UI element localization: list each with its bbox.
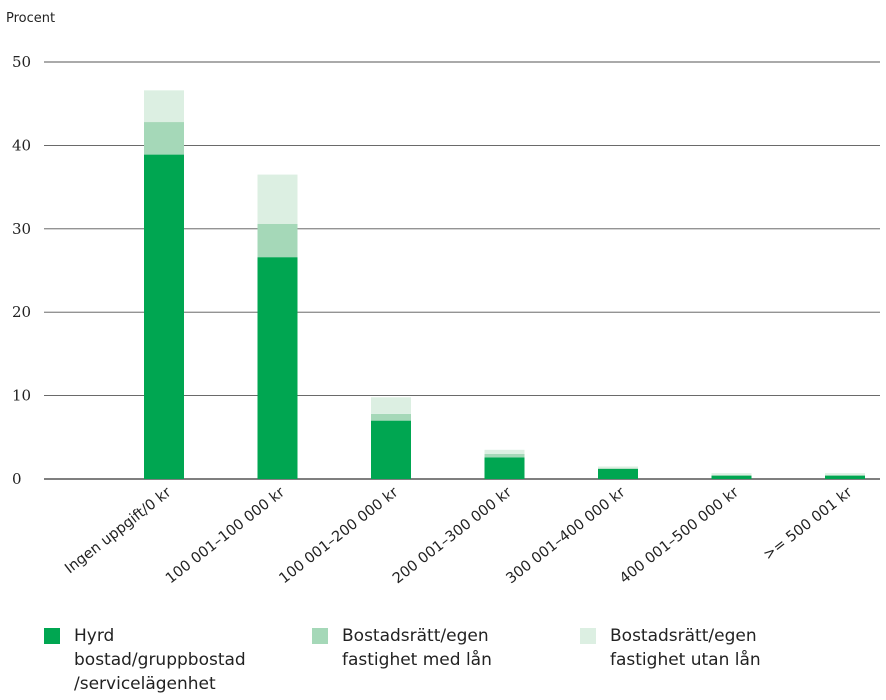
legend-label: Hyrd bostad/gruppbostad /servicelägenhet: [74, 626, 246, 694]
bar-segment: [825, 473, 865, 475]
bar-segment: [257, 223, 298, 258]
bars: [144, 90, 865, 479]
bar-segment: [371, 397, 411, 414]
bar-segment: [711, 475, 752, 479]
y-tick-label: 20: [12, 303, 31, 321]
legend: Hyrd bostad/gruppbostad /servicelägenhet…: [44, 624, 884, 696]
x-tick-label: 100 001–100 000 kr: [163, 485, 288, 588]
legend-label: Bostadsrätt/egen fastighet med lån: [342, 626, 492, 670]
bar-segment: [144, 154, 184, 479]
y-tick-label: 40: [12, 136, 31, 154]
x-tick-label: 200 001–300 000 kr: [390, 485, 515, 588]
bar-segment: [257, 174, 298, 224]
bar-segment: [371, 420, 411, 479]
bar-segment: [598, 466, 638, 469]
legend-swatch: [580, 628, 596, 644]
bar-segment: [825, 475, 865, 479]
bar-segment: [484, 453, 525, 458]
x-tick-label: 100 001–200 000 kr: [276, 485, 401, 588]
bar-segment: [825, 474, 865, 476]
legend-item-bostadsratt-utan-lan: Bostadsrätt/egen fastighet utan lån: [580, 624, 800, 672]
legend-swatch: [44, 628, 60, 644]
x-tick-label: >= 500 001 kr: [761, 485, 856, 564]
bar-segment: [598, 468, 638, 469]
y-tick-label: 30: [12, 220, 31, 238]
y-tick-label: 0: [12, 470, 22, 488]
bar-segment: [144, 90, 184, 123]
legend-swatch: [312, 628, 328, 644]
y-tick-label: 50: [12, 53, 31, 71]
bar-segment: [484, 457, 525, 479]
x-tick-label: 300 001–400 000 kr: [503, 485, 628, 588]
legend-label: Bostadsrätt/egen fastighet utan lån: [610, 626, 761, 670]
legend-item-bostadsratt-med-lan: Bostadsrätt/egen fastighet med lån: [312, 624, 532, 672]
bar-segment: [711, 474, 752, 476]
legend-item-hyrd-bostad: Hyrd bostad/gruppbostad /servicelägenhet: [44, 624, 264, 696]
y-axis-label: Procent: [6, 11, 55, 26]
y-tick-label: 10: [12, 387, 31, 405]
bar-segment: [257, 257, 298, 479]
bar-segment: [144, 122, 184, 155]
x-tick-label: Ingen uppgift/0 kr: [62, 485, 174, 578]
bar-segment: [371, 413, 411, 421]
bar-segment: [711, 473, 752, 475]
y-tick-labels: 0 10 20 30 40 50: [12, 53, 31, 488]
x-tick-label: 400 001–500 000 kr: [617, 485, 742, 588]
bar-segment: [598, 468, 638, 479]
bar-segment: [484, 449, 525, 454]
